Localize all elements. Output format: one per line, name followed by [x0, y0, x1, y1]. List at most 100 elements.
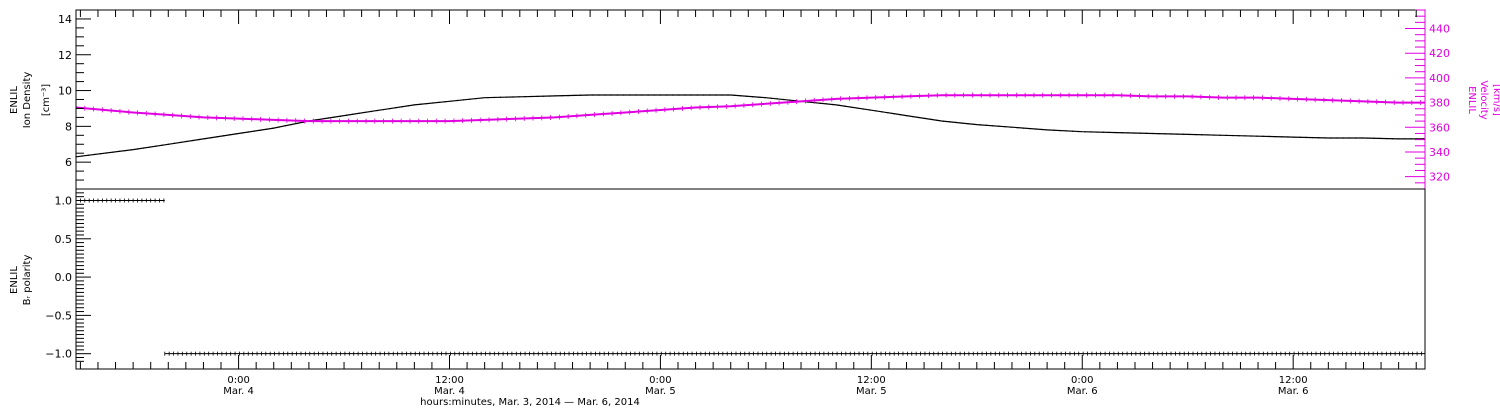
- density-data-point: [253, 130, 256, 132]
- time-tick-label-date: Mar. 6: [1278, 386, 1309, 397]
- density-data-point: [604, 94, 606, 96]
- polarity-axis: −1.0 −0.5 0.0 0.5 1.0: [45, 192, 91, 362]
- density-data-point: [149, 146, 151, 148]
- density-data-point: [444, 101, 446, 103]
- density-data-point: [216, 136, 219, 138]
- velocity-tick-label: 440: [1429, 23, 1450, 36]
- density-data-point: [641, 94, 643, 96]
- density-data-point: [481, 97, 483, 99]
- polarity-tick-label: −1.0: [45, 348, 72, 361]
- density-data-point: [702, 94, 705, 96]
- density-data-point: [1096, 131, 1098, 133]
- time-tick-label-time: 0:00: [1071, 375, 1093, 386]
- density-data-point: [1231, 134, 1234, 137]
- density-data-point: [93, 153, 96, 156]
- density-data-point: [112, 151, 114, 153]
- polarity-tick-label: 1.0: [55, 194, 73, 207]
- density-data-point: [512, 96, 514, 98]
- density-tick-label: 14: [58, 13, 72, 26]
- density-data-point: [573, 94, 575, 97]
- density-data-point: [247, 131, 249, 133]
- density-data-point: [579, 94, 582, 96]
- density-data-point: [229, 134, 231, 136]
- density-data-point: [542, 95, 545, 97]
- density-data-point: [1059, 130, 1061, 132]
- density-data-point: [1330, 137, 1332, 139]
- density-data-point: [1158, 133, 1160, 135]
- density-data-point: [266, 128, 268, 130]
- density-data-point: [376, 109, 379, 112]
- velocity-tick-label: 420: [1429, 47, 1450, 60]
- density-data-point: [782, 98, 785, 101]
- density-data-point: [1311, 136, 1314, 139]
- velocity-tick-label: 320: [1429, 171, 1450, 184]
- density-data-point: [684, 94, 686, 96]
- density-data-point: [721, 94, 723, 96]
- density-data-point: [487, 97, 489, 99]
- density-data-point: [469, 98, 471, 100]
- density-data-point: [333, 116, 335, 118]
- density-data-point: [1115, 131, 1117, 134]
- density-data-point: [678, 94, 680, 96]
- time-tick-label-time: 12:00: [857, 375, 886, 386]
- density-data-point: [1035, 128, 1037, 130]
- velocity-axis-title-line2: Velocity: [1478, 80, 1489, 119]
- density-data-point: [1422, 138, 1424, 140]
- density-data-point: [1182, 133, 1184, 135]
- density-data-point: [173, 142, 176, 144]
- density-data-point: [887, 112, 889, 114]
- density-data-point: [795, 100, 797, 102]
- density-data-point: [223, 135, 225, 137]
- density-data-point: [315, 119, 317, 121]
- density-data-point: [1225, 134, 1227, 136]
- density-data-point: [493, 96, 495, 99]
- density-data-point: [100, 153, 102, 155]
- density-data-point: [1268, 135, 1271, 138]
- density-data-point: [1274, 136, 1277, 138]
- density-data-point: [210, 137, 212, 139]
- density-data-point: [1262, 135, 1264, 137]
- polarity-series-layer: [75, 198, 1425, 356]
- density-data-point: [647, 94, 649, 96]
- density-data-point: [303, 121, 305, 123]
- density-data-point: [905, 115, 908, 117]
- density-data-point: [1416, 138, 1418, 140]
- density-data-point: [789, 99, 791, 101]
- density-data-point: [462, 99, 465, 101]
- density-data-point: [592, 94, 594, 96]
- density-data-point: [1219, 134, 1221, 136]
- density-data-point: [161, 144, 163, 146]
- density-data-point: [352, 113, 354, 115]
- density-data-point: [179, 141, 182, 143]
- density-data-point: [1213, 134, 1215, 136]
- density-data-point: [401, 106, 403, 108]
- density-data-point: [450, 100, 452, 102]
- density-data-point: [413, 104, 415, 106]
- density-data-point: [696, 94, 698, 96]
- density-data-point: [1090, 131, 1092, 133]
- density-data-point: [1324, 137, 1326, 139]
- time-tick-label-time: 12:00: [1279, 375, 1308, 386]
- density-data-point: [899, 114, 901, 116]
- density-data-point: [1164, 133, 1166, 135]
- polarity-tick-label: 0.0: [55, 271, 73, 284]
- density-data-point: [776, 98, 778, 100]
- density-data-point: [961, 122, 963, 124]
- density-data-point: [745, 95, 748, 97]
- time-tick-label-date: Mar. 5: [856, 386, 887, 397]
- density-data-point: [1004, 126, 1006, 128]
- density-data-point: [1410, 138, 1412, 140]
- density-data-point: [1367, 137, 1369, 139]
- density-data-point: [918, 116, 920, 119]
- density-data-point: [1373, 137, 1375, 139]
- density-data-point: [665, 94, 668, 96]
- velocity-axis-title-line1: ENLIL: [1466, 86, 1477, 114]
- density-data-point: [598, 94, 600, 96]
- density-data-point: [1293, 136, 1295, 138]
- density-data-point: [1139, 132, 1141, 134]
- density-data-point: [204, 138, 206, 140]
- top-series-layer: [75, 92, 1425, 158]
- density-data-point: [432, 102, 434, 104]
- density-data-point: [875, 110, 877, 112]
